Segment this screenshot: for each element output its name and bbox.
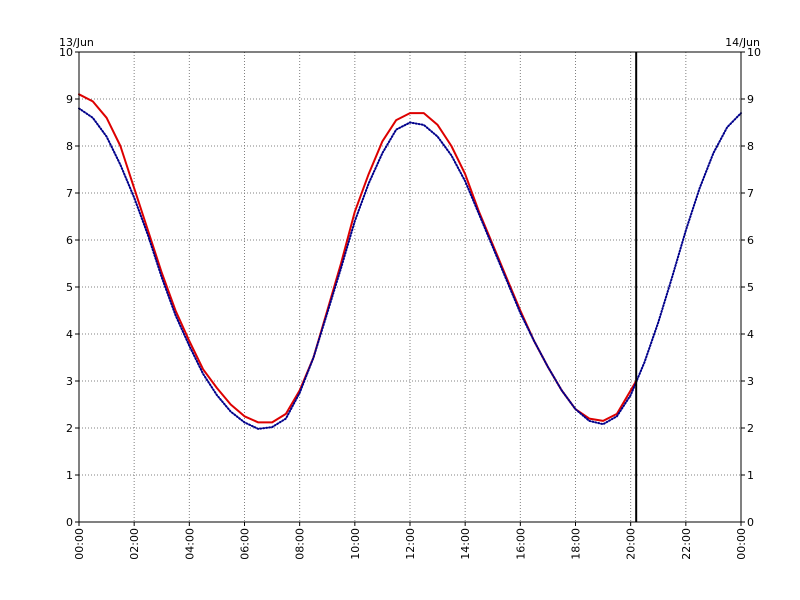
x-tick-label: 08:00 [294, 528, 307, 560]
y-tick-label-left: 7 [66, 187, 73, 200]
series-layer [78, 93, 742, 430]
x-tick-label: 10:00 [349, 528, 362, 560]
series-line-2 [78, 107, 742, 430]
date-label-left: 13/Jun [59, 36, 94, 49]
grid-lines [79, 52, 741, 522]
y-tick-label-right: 3 [747, 375, 754, 388]
x-axis: 00:00 02:00 04:00 06:00 08:00 10:00 12:00 14:00… [73, 522, 748, 560]
y-tick-label-right: 6 [747, 234, 754, 247]
x-tick-label: 02:00 [128, 528, 141, 560]
x-tick-label: 14:00 [459, 528, 472, 560]
y-tick-label-left: 4 [66, 328, 73, 341]
x-tick-label: 20:00 [625, 528, 638, 560]
x-tick-label: 18:00 [570, 528, 583, 560]
x-tick-label: 12:00 [404, 528, 417, 560]
y-tick-label-right: 0 [747, 516, 754, 529]
x-tick-label: 04:00 [183, 528, 196, 560]
y-tick-label-left: 5 [66, 281, 73, 294]
y-tick-label-left: 10 [59, 46, 73, 59]
y-tick-label-left: 6 [66, 234, 73, 247]
date-label-right: 14/Jun [725, 36, 760, 49]
y-tick-label-left: 9 [66, 93, 73, 106]
y-tick-label-left: 0 [66, 516, 73, 529]
y-tick-label-left: 1 [66, 469, 73, 482]
y-tick-label-right: 5 [747, 281, 754, 294]
y-tick-label-right: 9 [747, 93, 754, 106]
x-tick-label: 16:00 [514, 528, 527, 560]
x-tick-label: 06:00 [239, 528, 252, 560]
y-axis-right: 0 1 2 3 4 5 6 7 8 9 10 [741, 46, 761, 529]
series-line-1 [78, 93, 638, 424]
y-tick-label-right: 8 [747, 140, 754, 153]
y-tick-label-left: 3 [66, 375, 73, 388]
x-tick-label: 00:00 [73, 528, 86, 560]
y-tick-label-right: 2 [747, 422, 754, 435]
x-tick-label: 00:00 [735, 528, 748, 560]
y-axis-left: 0 1 2 3 4 5 6 7 8 9 10 [59, 46, 79, 529]
y-tick-label-right: 10 [747, 46, 761, 59]
y-tick-label-right: 1 [747, 469, 754, 482]
y-tick-label-right: 4 [747, 328, 754, 341]
x-tick-label: 22:00 [680, 528, 693, 560]
y-tick-label-left: 2 [66, 422, 73, 435]
y-tick-label-right: 7 [747, 187, 754, 200]
y-tick-label-left: 8 [66, 140, 73, 153]
